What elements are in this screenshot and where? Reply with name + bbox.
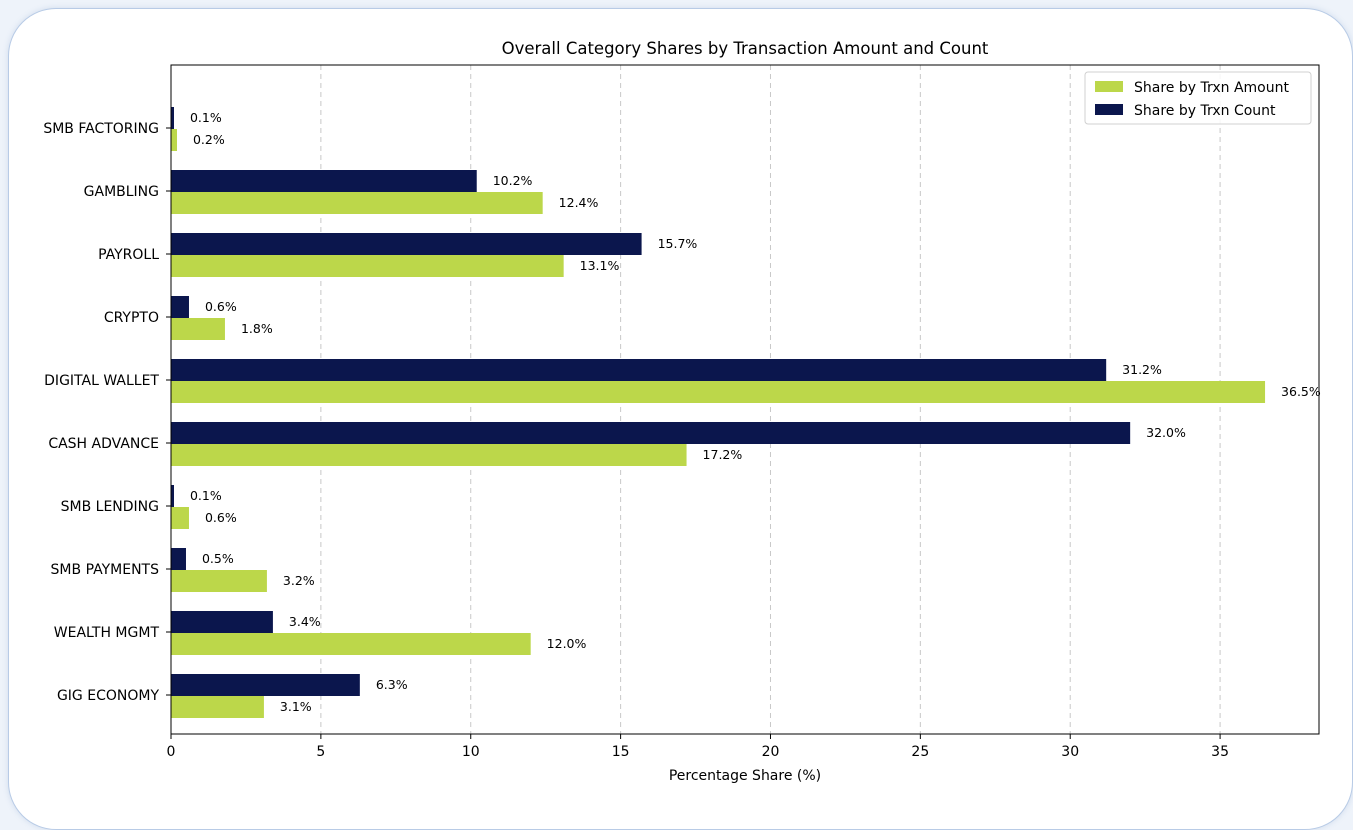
bar-count xyxy=(171,296,189,318)
x-axis-label: Percentage Share (%) xyxy=(669,768,821,784)
y-tick-label: SMB FACTORING xyxy=(43,121,159,137)
y-tick-label: GIG ECONOMY xyxy=(57,688,159,704)
y-tick-label: DIGITAL WALLET xyxy=(44,373,159,389)
bar-amount xyxy=(171,255,564,277)
data-label-amount: 17.2% xyxy=(703,447,743,462)
x-tick-label: 5 xyxy=(316,744,325,760)
chart-title: Overall Category Shares by Transaction A… xyxy=(502,39,989,58)
bar-count xyxy=(171,611,273,633)
bar-amount xyxy=(171,444,687,466)
data-label-count: 0.1% xyxy=(190,110,222,125)
bar-amount xyxy=(171,192,543,214)
data-label-count: 3.4% xyxy=(289,614,321,629)
bar-amount xyxy=(171,318,225,340)
y-tick-label: CASH ADVANCE xyxy=(48,436,159,452)
bars xyxy=(171,107,1266,718)
data-label-amount: 12.4% xyxy=(559,195,599,210)
bar-amount xyxy=(171,570,267,592)
data-label-amount: 36.5% xyxy=(1281,384,1321,399)
bar-count xyxy=(171,359,1107,381)
bar-amount xyxy=(171,633,531,655)
y-tick-label: WEALTH MGMT xyxy=(54,625,160,641)
data-label-count: 15.7% xyxy=(658,236,698,251)
bar-count xyxy=(171,107,174,129)
bar-count xyxy=(171,233,642,255)
data-label-amount: 1.8% xyxy=(241,321,273,336)
data-label-count: 0.5% xyxy=(202,551,234,566)
x-tick-label: 25 xyxy=(911,744,929,760)
axis-ticks: 0 5 10 15 20 25 30 35 SMB FACTORING GAMBLING PAYRO… xyxy=(43,121,1229,760)
bar-count xyxy=(171,422,1131,444)
x-tick-label: 15 xyxy=(612,744,630,760)
y-tick-label: PAYROLL xyxy=(98,247,159,263)
data-label-count: 32.0% xyxy=(1146,425,1186,440)
data-label-count: 6.3% xyxy=(376,677,408,692)
legend-label: Share by Trxn Amount xyxy=(1134,80,1289,96)
y-tick-label: SMB LENDING xyxy=(61,499,159,515)
plot-frame xyxy=(170,64,1320,735)
legend-label: Share by Trxn Count xyxy=(1134,103,1276,119)
bar-count xyxy=(171,170,477,192)
data-label-count: 0.6% xyxy=(205,299,237,314)
data-label-count: 0.1% xyxy=(190,488,222,503)
x-tick-label: 0 xyxy=(167,744,176,760)
data-label-amount: 3.2% xyxy=(283,573,315,588)
legend-box xyxy=(1084,71,1312,125)
legend-swatch xyxy=(1095,104,1123,115)
x-tick-label: 30 xyxy=(1061,744,1079,760)
x-tick-label: 35 xyxy=(1211,744,1229,760)
y-tick-label: GAMBLING xyxy=(84,184,159,200)
bar-amount xyxy=(171,696,264,718)
data-label-count: 31.2% xyxy=(1122,362,1162,377)
data-label-count: 10.2% xyxy=(493,173,533,188)
legend-swatch xyxy=(1095,81,1123,92)
data-label-amount: 13.1% xyxy=(580,258,620,273)
x-tick-label: 20 xyxy=(762,744,780,760)
data-labels: 0.1% 0.2% 10.2% 12.4% 15.7% 13.1% 0.6% 1.8% 31.2… xyxy=(190,110,1321,714)
legend: Share by Trxn Amount Share by Trxn Count xyxy=(1084,71,1312,125)
bar-count xyxy=(171,674,360,696)
bar-amount xyxy=(171,507,189,529)
bar-count xyxy=(171,485,174,507)
x-tick-label: 10 xyxy=(462,744,480,760)
y-tick-label: CRYPTO xyxy=(104,310,159,326)
y-tick-label: SMB PAYMENTS xyxy=(51,562,160,578)
bar-count xyxy=(171,548,186,570)
data-label-amount: 12.0% xyxy=(547,636,587,651)
data-label-amount: 3.1% xyxy=(280,699,312,714)
bar-amount xyxy=(171,381,1266,403)
data-label-amount: 0.6% xyxy=(205,510,237,525)
data-label-amount: 0.2% xyxy=(193,132,225,147)
bar-amount xyxy=(171,129,177,151)
